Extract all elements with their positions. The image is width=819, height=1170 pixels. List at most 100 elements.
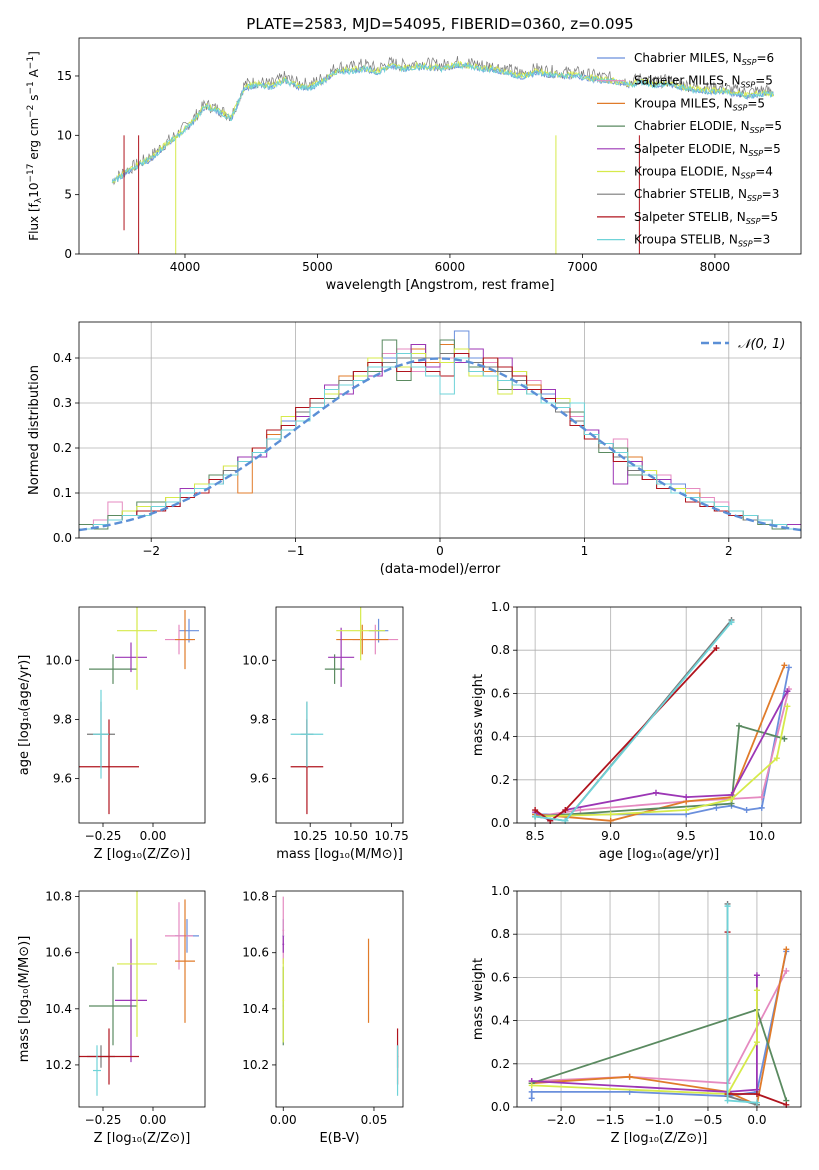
weight-marker <box>758 804 765 811</box>
errorbar-point <box>179 618 199 643</box>
spectrum-ytick-label: 15 <box>57 69 72 83</box>
residual_hist-ytick-label: 0.3 <box>53 396 72 410</box>
mass_vs_Z-ytick-label: 10.6 <box>45 946 72 960</box>
residual_hist-xtick-label: 0 <box>436 544 444 558</box>
spectrum-title: PLATE=2583, MJD=54095, FIBERID=0360, z=0… <box>246 15 633 33</box>
weight_vs_Z-xtick-label: 0.0 <box>747 1113 766 1127</box>
weight_vs_age-ylabel: mass weight <box>471 674 486 756</box>
spectrum-xtick-label: 4000 <box>170 260 201 274</box>
weight_vs_Z-ytick-label: 1.0 <box>491 884 510 898</box>
weight-marker <box>683 794 690 801</box>
age_vs_Z-ytick-label: 9.6 <box>53 772 72 786</box>
weight-marker <box>528 1095 535 1102</box>
age_vs_Z-axes: −0.25 0.00 9.6 9.8 10.0 <box>45 653 166 843</box>
mass_vs_ebv-ytick-label: 10.4 <box>242 1002 269 1016</box>
weight_vs_Z-ytick-label: 0.2 <box>491 1057 510 1071</box>
weight_vs_Z-ylabel: mass weight <box>471 958 486 1040</box>
weight-series-line <box>535 706 789 818</box>
errorbar-point <box>336 607 386 661</box>
weight-marker <box>784 703 791 710</box>
spectrum-axes: 4000 5000 6000 7000 8000 0 5 10 15 <box>57 69 730 274</box>
legend-subscript: SSP <box>748 149 763 158</box>
weight_vs_age-ytick-label: 0.4 <box>491 730 510 744</box>
weight-marker <box>528 1088 535 1095</box>
legend-subscript: SSP <box>750 126 765 135</box>
age_vs_Z-points <box>79 607 199 815</box>
errorbar-point <box>396 1045 399 1096</box>
mass_vs_Z-xtick-label: −0.25 <box>85 1113 122 1127</box>
mass_vs_Z-axes: −0.25 0.00 10.2 10.4 10.6 10.8 <box>45 890 166 1127</box>
legend-entry: Salpeter MILES, NSSP=5 <box>634 74 773 90</box>
age_vs_Z-ytick-label: 9.8 <box>53 712 72 726</box>
weight-marker <box>532 807 539 814</box>
spectrum-ylabel: Flux [fλ10−17 erg cm−2 s−1 A−1] <box>26 51 44 241</box>
spectrum-xtick-label: 5000 <box>302 260 333 274</box>
legend-entry: Chabrier ELODIE, NSSP=5 <box>634 119 782 135</box>
weight-marker <box>683 807 690 814</box>
errorbar-point <box>79 719 139 815</box>
weight-marker <box>773 755 780 762</box>
weight_vs_age-xtick-label: 10.0 <box>748 829 775 843</box>
errorbar-point <box>115 642 147 673</box>
errorbar-point <box>367 938 370 1023</box>
weight_vs_age-ytick-label: 0.0 <box>491 816 510 830</box>
weight-marker <box>528 1082 535 1089</box>
weight-marker <box>626 1073 633 1080</box>
weight_vs_age-xtick-label: 9.0 <box>601 829 620 843</box>
mass_vs_ebv-points <box>282 896 399 1096</box>
weight-marker <box>784 688 791 695</box>
errorbar-point <box>290 701 324 767</box>
residual_hist-ytick-label: 0.4 <box>53 351 72 365</box>
weight_vs_Z-xtick-label: −0.5 <box>693 1113 722 1127</box>
legend-subscript: SSP <box>738 240 753 249</box>
weight-marker <box>532 813 539 820</box>
legend-suffix: =5 <box>764 119 782 133</box>
mass_vs_Z-xtick-label: 0.00 <box>140 1113 167 1127</box>
errorbar-point <box>282 935 285 953</box>
mass_vs_ebv-ytick-label: 10.2 <box>242 1058 269 1072</box>
legend-subscript: SSP <box>741 81 756 90</box>
legend-label: Salpeter ELODIE, N <box>634 142 748 156</box>
errorbar-point <box>282 958 285 1043</box>
weight-marker <box>785 664 792 671</box>
weight_vs_age-frame <box>516 606 802 824</box>
legend-suffix: =5 <box>760 210 778 224</box>
age_vs_mass-xlabel: mass [log₁₀(M/M⊙)] <box>276 847 403 862</box>
mass_vs_ebv-ytick-label: 10.6 <box>242 946 269 960</box>
spectrum-lines <box>111 55 775 254</box>
age_vs_mass-axes: 10.25 10.50 10.75 9.6 9.8 10.0 <box>242 653 409 843</box>
legend-entry: Kroupa MILES, NSSP=5 <box>634 96 765 112</box>
weight-series-line <box>531 990 758 1095</box>
age_vs_Z-xlabel: Z [log₁₀(Z/Z⊙)] <box>94 847 191 862</box>
spectrum-xlabel: wavelength [Angstrom, rest frame] <box>326 278 555 293</box>
age_vs_mass-points <box>290 607 399 815</box>
weight-marker <box>724 1097 731 1104</box>
mass_vs_ebv-axes: 0.00 0.05 10.2 10.4 10.6 10.8 <box>242 890 387 1127</box>
legend-entry: Salpeter ELODIE, NSSP=5 <box>634 142 781 158</box>
mass_vs_Z-xlabel: Z [log₁₀(Z/Z⊙)] <box>94 1131 191 1146</box>
weight-marker <box>783 946 790 953</box>
weight_vs_Z-ytick-label: 0.4 <box>491 1014 510 1028</box>
legend-label: Salpeter STELIB, N <box>634 210 746 224</box>
legend-label: 𝒩(0, 1) <box>738 337 785 352</box>
legend-suffix: =3 <box>762 187 780 201</box>
spectrum-xtick-label: 8000 <box>700 260 731 274</box>
weight-series-line <box>534 647 718 822</box>
weight-marker <box>758 794 765 801</box>
legend-label: Kroupa STELIB, N <box>634 233 738 247</box>
errorbar-point <box>79 1028 139 1085</box>
histogram-steps <box>79 330 801 532</box>
weight_vs_Z-ytick-label: 0.6 <box>491 970 510 984</box>
weight-marker <box>713 645 720 652</box>
weight-series-line <box>535 724 785 818</box>
weight_vs_Z-ytick-label: 0.0 <box>491 1100 510 1114</box>
weight_vs_age-xlabel: age [log₁₀(age/yr)] <box>599 847 720 862</box>
weight-marker <box>743 807 750 814</box>
age_vs_mass-xtick-label: 10.25 <box>293 829 327 843</box>
errorbar-point <box>117 891 157 1037</box>
histogram-legend: 𝒩(0, 1) <box>701 337 785 352</box>
spectrum-xtick-label: 6000 <box>435 260 466 274</box>
age_vs_mass-frame <box>275 606 404 824</box>
weight_vs_Z-lines <box>528 900 790 1108</box>
